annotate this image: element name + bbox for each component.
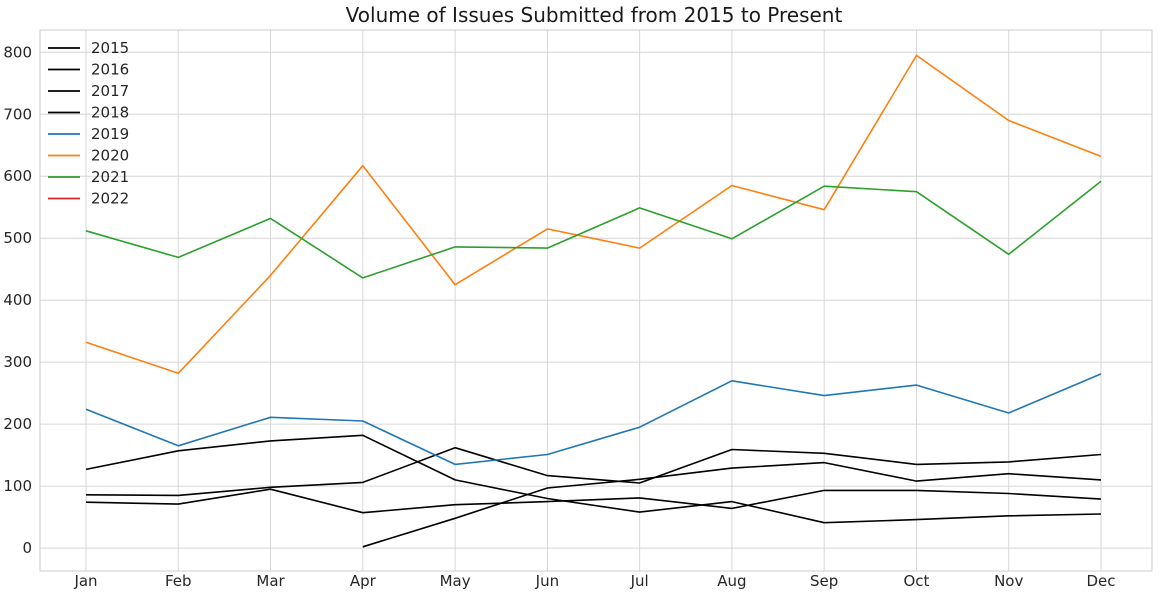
y-tick-label: 500 [3, 229, 32, 247]
legend-label: 2019 [91, 125, 129, 143]
x-tick-label: Jul [630, 572, 649, 590]
x-tick-label: Mar [256, 572, 285, 590]
y-tick-label: 100 [3, 477, 32, 495]
legend-item: 2020 [48, 147, 129, 165]
series-line [85, 373, 1102, 466]
series-2021 [85, 180, 1102, 279]
y-tick-label: 300 [3, 353, 32, 371]
legend-label: 2022 [91, 190, 129, 208]
series-2017 [85, 446, 1102, 497]
series-lines [85, 54, 1102, 548]
series-2019 [85, 373, 1102, 466]
legend-label: 2020 [91, 147, 129, 165]
legend-item: 2019 [48, 125, 129, 143]
legend-item: 2017 [48, 82, 129, 100]
x-tick-label: Feb [165, 572, 192, 590]
series-2020 [85, 54, 1102, 375]
y-tick-label: 0 [22, 539, 32, 557]
legend-item: 2021 [48, 168, 129, 186]
series-line [85, 54, 1102, 375]
y-tick-label: 800 [3, 43, 32, 61]
legend-label: 2021 [91, 168, 129, 186]
x-tick-label: Jan [73, 572, 97, 590]
y-tick-label: 400 [3, 291, 32, 309]
x-tick-label: Aug [717, 572, 746, 590]
chart-title: Volume of Issues Submitted from 2015 to … [346, 3, 843, 27]
x-tick-label: Jun [535, 572, 559, 590]
legend-label: 2015 [91, 39, 129, 57]
legend-item: 2015 [48, 39, 129, 57]
legend-item: 2016 [48, 61, 129, 79]
x-tick-label: Oct [903, 572, 929, 590]
legend-label: 2018 [91, 104, 129, 122]
x-tick-label: Apr [350, 572, 377, 590]
legend: 2015 2016 2017 2018 2019 2020 2021 2022 [48, 39, 129, 208]
x-tick-label: Dec [1086, 572, 1115, 590]
y-tick-label: 700 [3, 105, 32, 123]
legend-label: 2016 [91, 61, 129, 79]
series-2016 [85, 434, 1102, 524]
y-tick-label: 600 [3, 167, 32, 185]
legend-label: 2017 [91, 82, 129, 100]
x-axis-ticks: Jan Feb Mar Apr May Jun Jul Aug Sep Oct Nov Dec [73, 572, 1115, 590]
legend-item: 2018 [48, 104, 129, 122]
plot-frame [39, 29, 1153, 572]
x-tick-label: Sep [810, 572, 838, 590]
series-line [85, 180, 1102, 279]
series-line [85, 434, 1102, 524]
series-line [85, 446, 1102, 497]
series-line [85, 488, 1102, 514]
series-2018 [85, 488, 1102, 514]
legend-item: 2022 [48, 190, 129, 208]
series-2015 [362, 461, 1102, 548]
y-axis-ticks: 0 100 200 300 400 500 600 700 800 [3, 43, 32, 557]
series-line [362, 461, 1102, 548]
y-tick-label: 200 [3, 415, 32, 433]
x-tick-label: May [440, 572, 471, 590]
x-tick-label: Nov [994, 572, 1023, 590]
